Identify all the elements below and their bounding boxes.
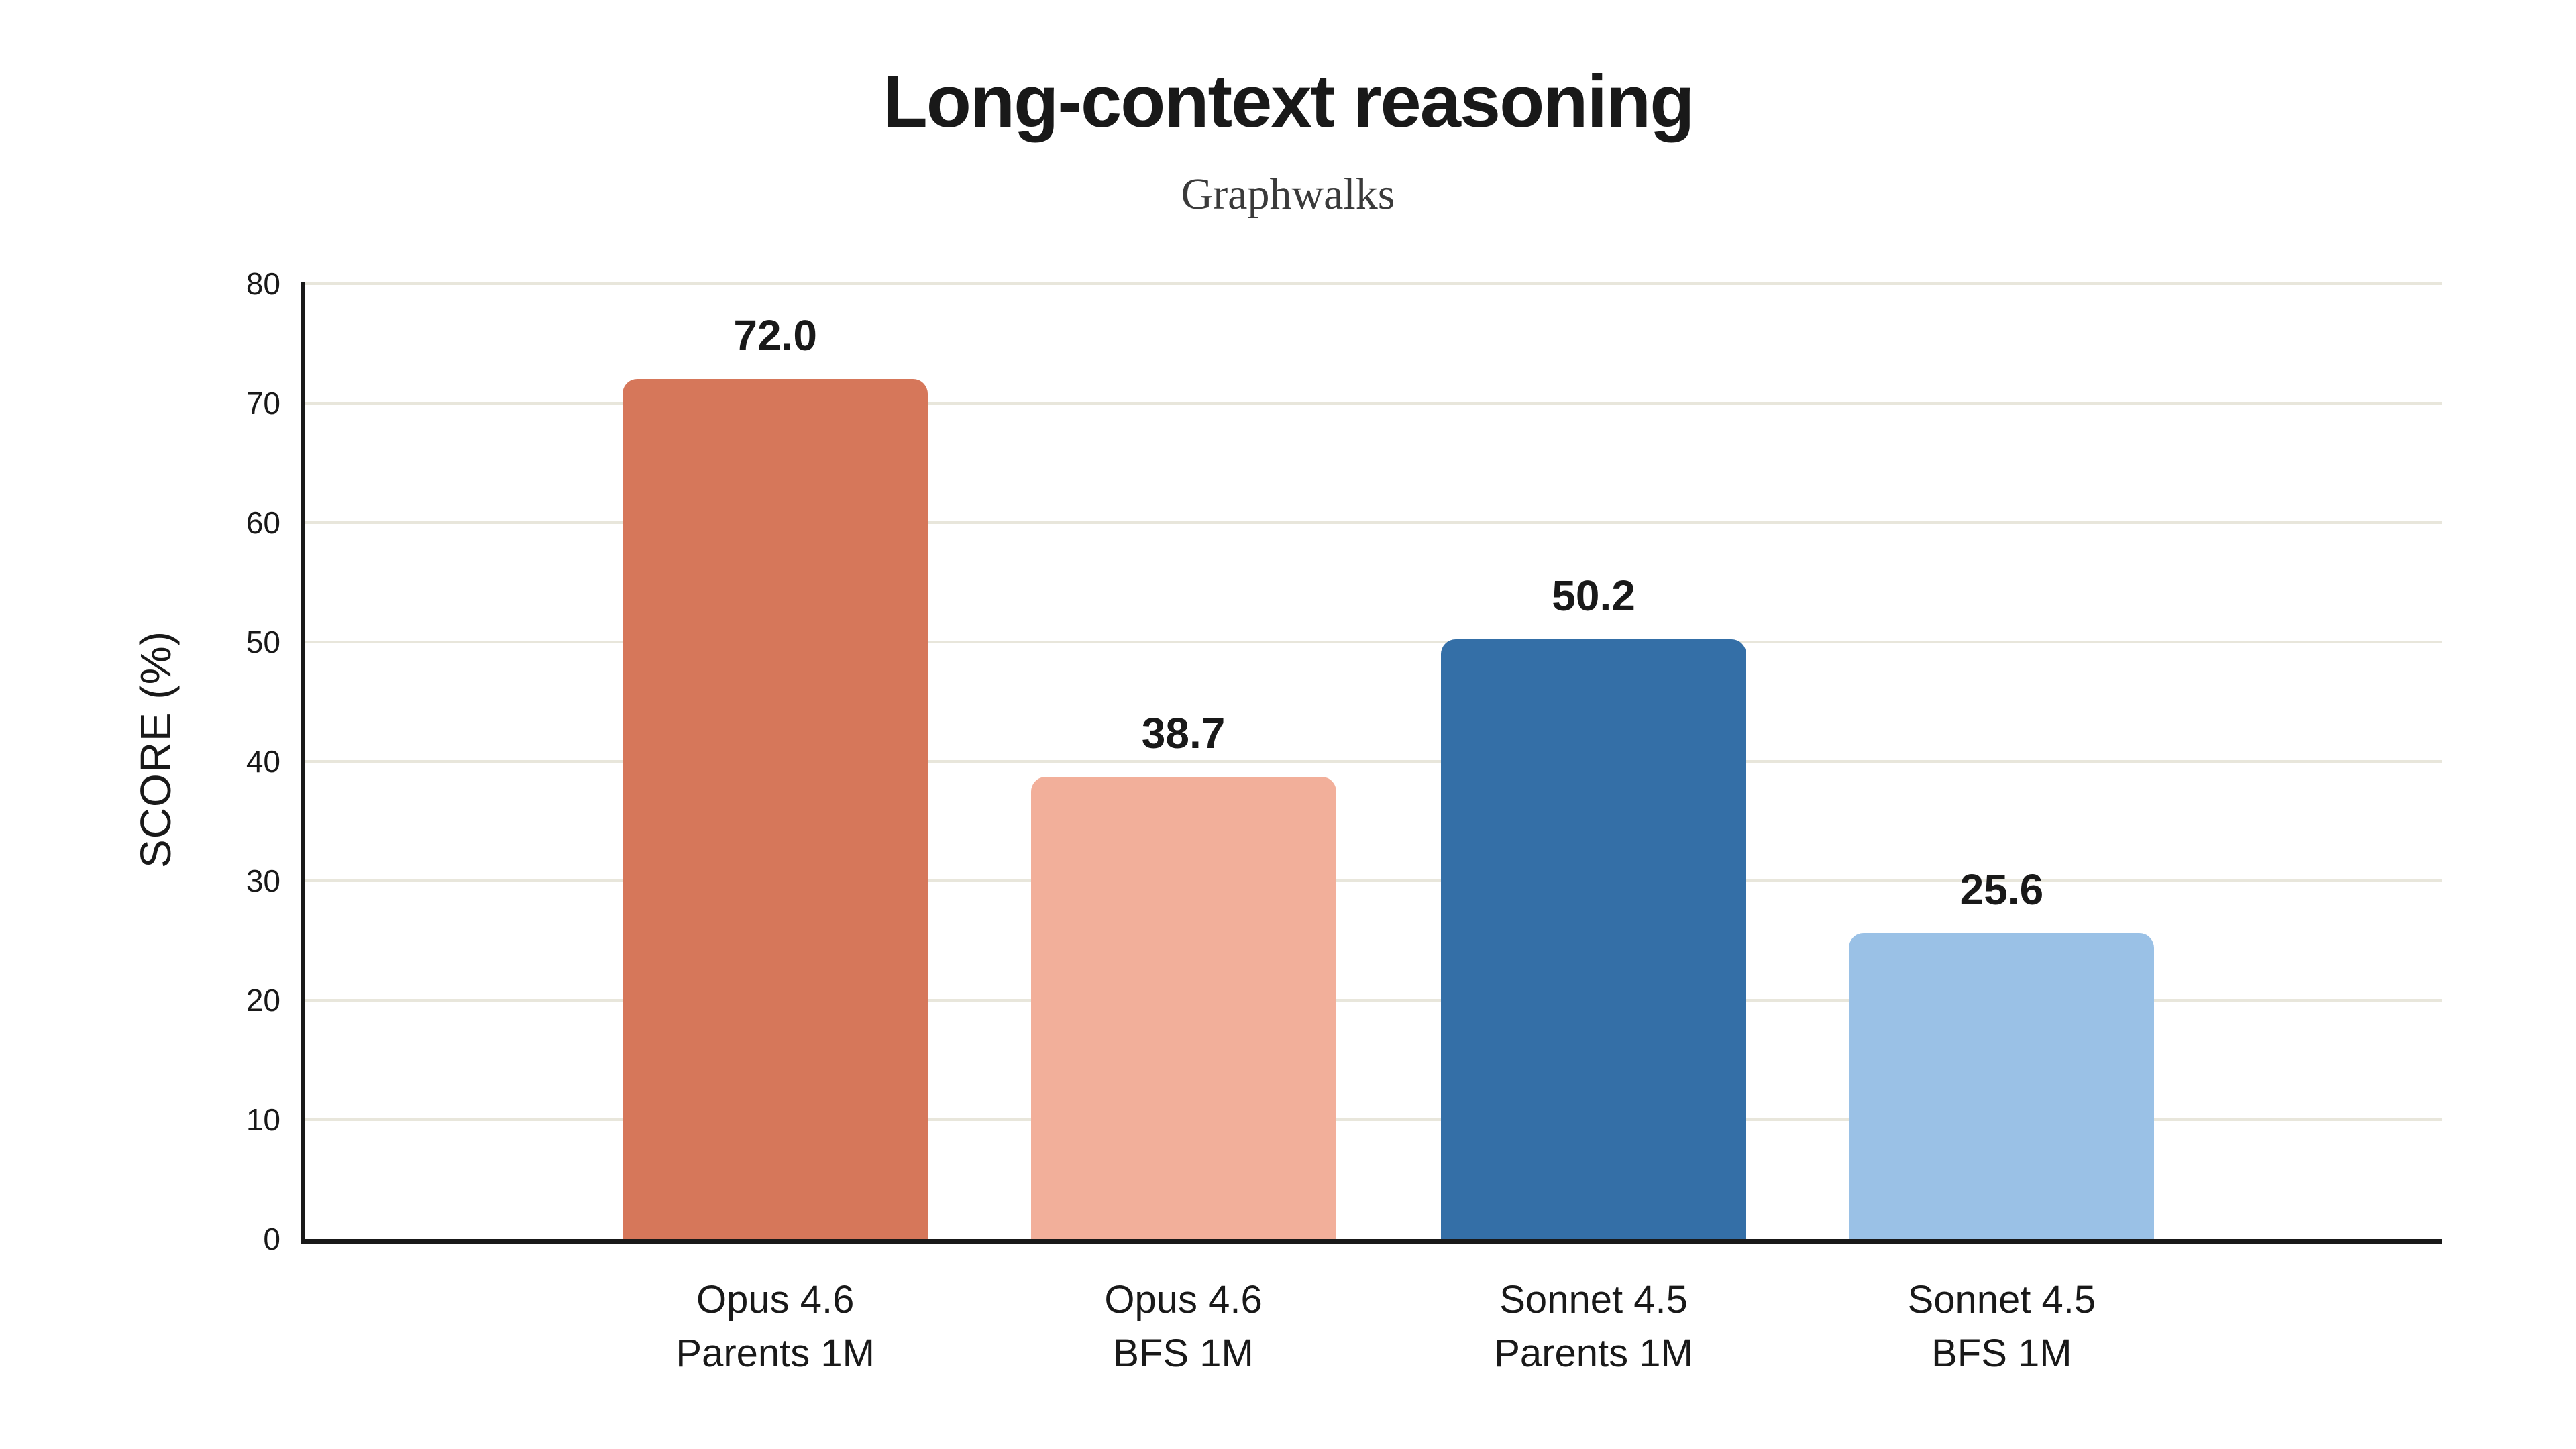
x-category-line1: Opus 4.6 (696, 1278, 855, 1322)
bar-1 (623, 379, 928, 1239)
gridline-70 (305, 402, 2442, 405)
x-category-line1: Sonnet 4.5 (1499, 1278, 1688, 1322)
bar-value-label-1: 72.0 (733, 311, 817, 360)
x-category-line2: BFS 1M (1931, 1332, 2072, 1375)
x-category-label-4: Sonnet 4.5 BFS 1M (1767, 1273, 2237, 1381)
chart-title: Long-context reasoning (882, 60, 1695, 143)
y-axis-line (301, 282, 305, 1239)
gridline-30 (305, 879, 2442, 882)
x-category-line2: Parents 1M (1494, 1332, 1693, 1375)
gridline-10 (305, 1118, 2442, 1121)
x-category-line2: Parents 1M (676, 1332, 875, 1375)
y-tick-label-0: 0 (263, 1222, 280, 1256)
x-category-label-2: Opus 4.6 BFS 1M (949, 1273, 1418, 1381)
x-axis-line (301, 1239, 2442, 1244)
y-tick-label-30: 30 (246, 863, 280, 898)
y-tick-label-70: 70 (246, 386, 280, 421)
y-tick-label-10: 10 (246, 1102, 280, 1137)
y-tick-label-60: 60 (246, 505, 280, 540)
x-category-label-1: Opus 4.6 Parents 1M (541, 1273, 1010, 1381)
x-category-line1: Sonnet 4.5 (1907, 1278, 2096, 1322)
bar-3 (1441, 639, 1747, 1239)
gridline-50 (305, 641, 2442, 643)
gridline-60 (305, 521, 2442, 524)
bar-value-label-4: 25.6 (1960, 865, 2044, 914)
x-category-line2: BFS 1M (1113, 1332, 1254, 1375)
x-category-label-3: Sonnet 4.5 Parents 1M (1359, 1273, 1829, 1381)
gridline-80 (305, 282, 2442, 285)
y-tick-label-80: 80 (246, 266, 280, 301)
y-tick-label-50: 50 (246, 625, 280, 659)
x-category-line1: Opus 4.6 (1104, 1278, 1263, 1322)
bar-2 (1030, 777, 1336, 1239)
plot-area: 72.0 38.7 50.2 25.6 (301, 282, 2442, 1244)
bar-4 (1849, 933, 2155, 1239)
gridline-20 (305, 999, 2442, 1002)
gridline-40 (305, 760, 2442, 763)
bar-value-label-3: 50.2 (1552, 572, 1635, 621)
y-tick-label-20: 20 (246, 983, 280, 1018)
chart-subtitle: Graphwalks (1181, 170, 1395, 219)
y-tick-label-40: 40 (246, 744, 280, 779)
bar-value-label-2: 38.7 (1141, 709, 1226, 758)
